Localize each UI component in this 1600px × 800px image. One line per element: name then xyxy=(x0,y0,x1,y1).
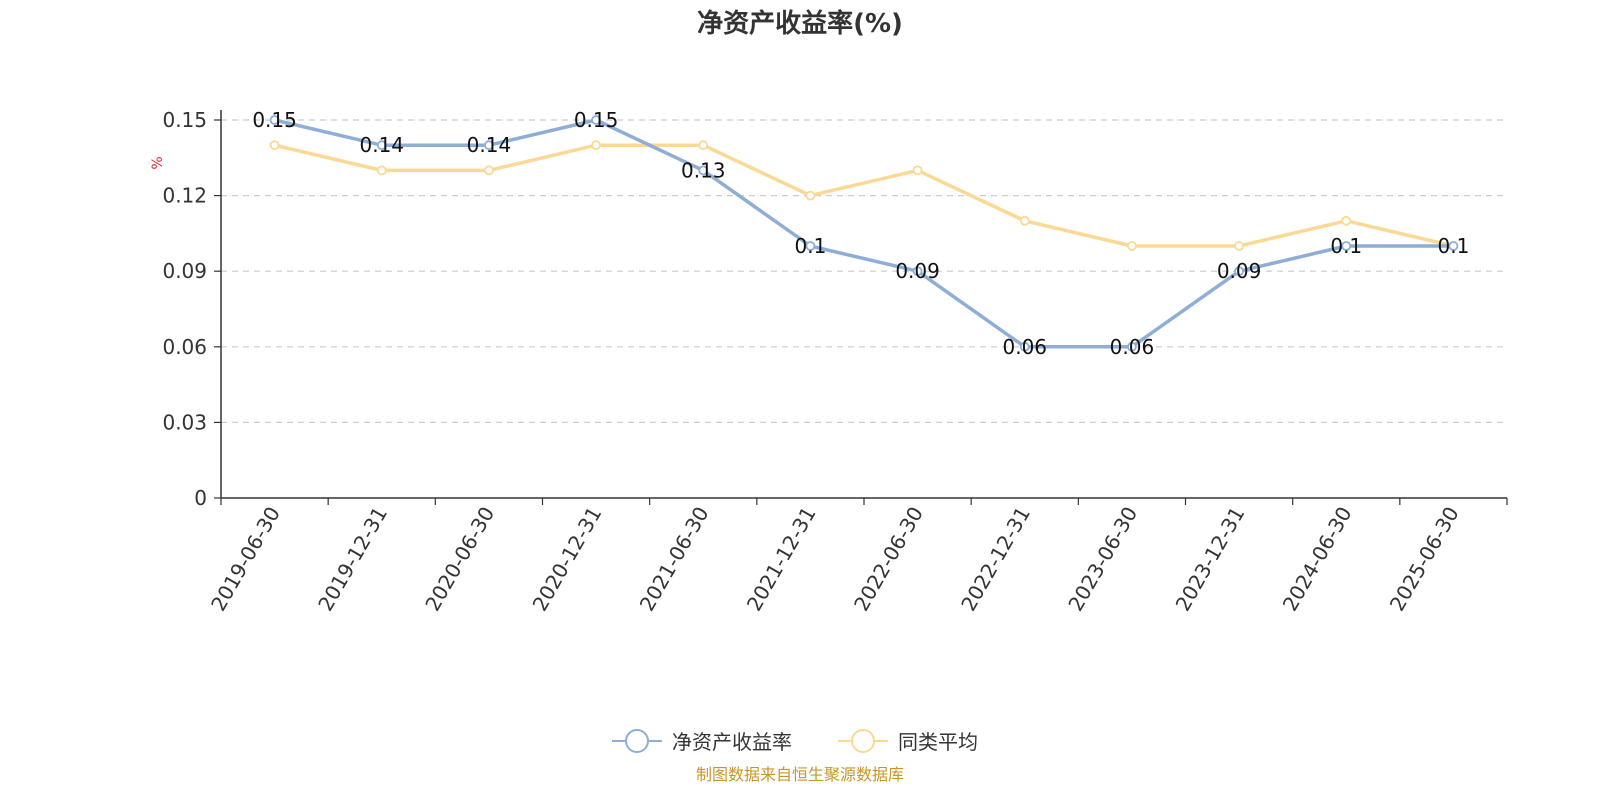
data-label: 0.06 xyxy=(1110,335,1155,359)
data-point xyxy=(1234,266,1244,277)
legend-marker xyxy=(851,729,875,753)
data-point xyxy=(591,115,601,125)
y-tick-label: 0.09 xyxy=(162,259,207,283)
data-point xyxy=(269,140,280,151)
data-point xyxy=(1341,241,1352,251)
data-label: 0.06 xyxy=(1002,335,1047,359)
data-label: 0.15 xyxy=(252,108,297,132)
x-tick-labels: 2019-06-30 2019-12-31 2020-06-30 2020-12-31… xyxy=(206,502,1464,615)
y-tick-label: 0.15 xyxy=(162,108,207,132)
data-label: 0.1 xyxy=(1330,234,1362,258)
x-tick-label: 2024-06-30 xyxy=(1278,503,1357,616)
data-labels: 0.15 0.14 0.14 0.15 0.13 0.1 0.09 0.06 0.06 0.09 0… xyxy=(252,108,1469,359)
x-tick-label: 2025-06-30 xyxy=(1385,503,1464,616)
legend-label: 净资产收益率 xyxy=(672,730,792,754)
data-point xyxy=(805,190,816,201)
data-point xyxy=(1127,241,1137,251)
series-line xyxy=(274,118,1454,349)
data-point xyxy=(698,165,709,176)
legend-item: 净资产收益率 xyxy=(612,729,792,754)
data-source-note: 制图数据来自恒生聚源数据库 xyxy=(696,765,904,784)
x-tick-label: 2019-12-31 xyxy=(313,503,392,616)
y-tick-labels: 0 0.03 0.06 0.09 0.12 0.15 xyxy=(162,108,207,510)
y-tick-label: 0.06 xyxy=(162,335,207,359)
y-tick-label: 0.03 xyxy=(162,410,207,434)
x-tick-label: 2019-06-30 xyxy=(206,503,285,616)
data-label: 0.09 xyxy=(1217,259,1262,283)
y-tick-label: 0.12 xyxy=(162,184,207,208)
grid-lines xyxy=(221,119,1507,423)
data-point xyxy=(484,165,494,176)
data-point xyxy=(484,140,494,151)
data-label: 0.15 xyxy=(574,108,619,132)
data-point xyxy=(912,266,923,277)
legend: 净资产收益率 同类平均 xyxy=(612,729,978,754)
x-tick-label: 2023-12-31 xyxy=(1171,503,1250,616)
data-label: 0.1 xyxy=(795,234,827,258)
legend-item: 同类平均 xyxy=(838,729,978,754)
data-label: 0.14 xyxy=(359,133,404,157)
data-label: 0.13 xyxy=(681,158,726,182)
series-lines xyxy=(269,115,1459,352)
data-point xyxy=(1448,241,1459,251)
x-tick-label: 2020-12-31 xyxy=(528,503,607,616)
x-tick-label: 2023-06-30 xyxy=(1063,503,1142,616)
data-point xyxy=(1341,215,1352,226)
data-point xyxy=(269,115,280,125)
data-point xyxy=(805,241,816,251)
x-tick-label: 2021-12-31 xyxy=(742,503,821,616)
y-tick-label: 0 xyxy=(194,486,207,510)
y-axis-label: % xyxy=(150,156,166,169)
data-label: 0.14 xyxy=(467,133,512,157)
chart-title: 净资产收益率(%) xyxy=(697,8,903,39)
data-point xyxy=(698,140,709,151)
data-label: 0.1 xyxy=(1438,234,1470,258)
data-point xyxy=(1234,241,1244,251)
series-line xyxy=(274,143,1454,248)
legend-marker xyxy=(625,729,649,753)
x-tick-label: 2022-06-30 xyxy=(849,502,928,615)
x-tick-label: 2021-06-30 xyxy=(635,503,714,616)
axes xyxy=(214,110,1508,505)
data-point xyxy=(376,140,387,151)
data-label: 0.09 xyxy=(895,259,940,283)
data-point xyxy=(591,140,601,151)
data-point xyxy=(1019,215,1030,226)
x-tick-label: 2022-12-31 xyxy=(956,503,1035,616)
data-point xyxy=(1019,341,1030,352)
legend-label: 同类平均 xyxy=(898,730,978,754)
data-point xyxy=(1127,341,1137,352)
x-tick-label: 2020-06-30 xyxy=(420,502,499,615)
data-point xyxy=(912,165,923,176)
data-point xyxy=(376,165,387,176)
